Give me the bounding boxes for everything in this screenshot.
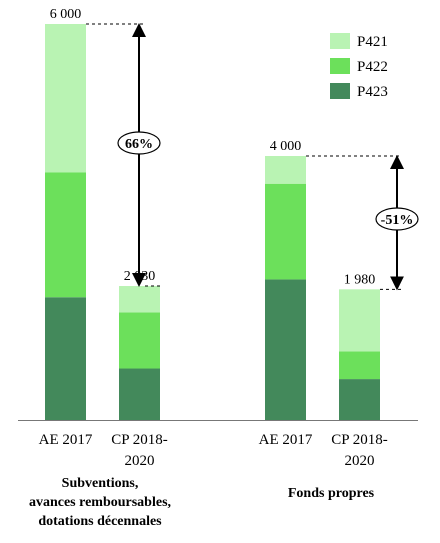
category-label: AE 2017 (259, 432, 313, 448)
bar-segment-p421-1 (119, 286, 160, 313)
bar-segment-p422-2 (265, 183, 306, 280)
bar-segment-p422-1 (119, 312, 160, 369)
legend: P421 P422 P423 (330, 33, 388, 100)
group-label: avances remboursables, (29, 495, 171, 510)
legend-label: P422 (357, 59, 388, 75)
group-label: Fonds propres (288, 486, 375, 501)
category-label: AE 2017 (39, 432, 93, 448)
bar-segment-p421-3 (339, 289, 380, 352)
change-oval (375, 207, 419, 231)
change-label: 66% (125, 137, 153, 152)
legend-swatch-p423 (330, 83, 350, 99)
category-label: CP 2018- (111, 432, 168, 448)
bar-segment-p422-3 (339, 351, 380, 380)
category-label: CP 2018- (331, 432, 388, 448)
legend-swatch-p422 (330, 58, 350, 74)
bar-segment-p421-2 (265, 156, 306, 184)
bar-segment-p423-3 (339, 379, 380, 420)
total-label: 2 030 (124, 269, 156, 284)
total-label: 1 980 (344, 272, 376, 287)
bar-segment-p423-2 (265, 279, 306, 420)
legend-label: P421 (357, 34, 388, 50)
bar-segment-p423-1 (119, 368, 160, 420)
group-label: dotations décennales (38, 514, 162, 529)
group-label: Subventions, (62, 476, 139, 491)
change-oval (117, 131, 161, 155)
change-label: -51% (381, 213, 414, 228)
bar-segment-p422-0 (45, 172, 86, 298)
bar-segment-p421-0 (45, 24, 86, 173)
legend-label: P423 (357, 84, 388, 100)
total-label: 4 000 (270, 139, 302, 154)
category-label: 2020 (345, 453, 375, 469)
bar-segment-p423-0 (45, 297, 86, 420)
category-label: 2020 (125, 453, 155, 469)
total-label: 6 000 (50, 7, 82, 22)
legend-swatch-p421 (330, 33, 350, 49)
